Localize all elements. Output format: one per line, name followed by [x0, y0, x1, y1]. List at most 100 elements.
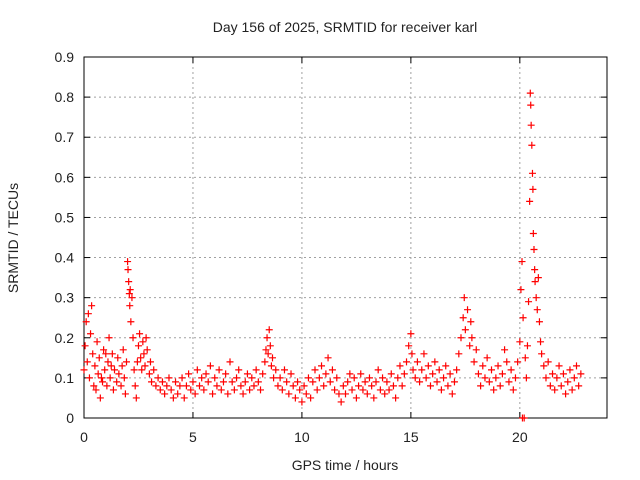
data-point — [268, 354, 276, 362]
data-point — [204, 378, 212, 386]
data-point — [437, 386, 445, 394]
data-point — [540, 362, 548, 370]
data-point — [470, 358, 478, 366]
data-point — [228, 378, 236, 386]
data-point — [494, 362, 502, 370]
data-point — [468, 334, 476, 342]
data-point — [453, 366, 461, 374]
data-point — [407, 330, 415, 338]
data-point — [568, 386, 576, 394]
data-point — [337, 398, 345, 406]
data-point — [311, 366, 319, 374]
data-point — [150, 366, 158, 374]
data-point — [459, 314, 467, 322]
data-point — [348, 386, 356, 394]
data-point — [125, 278, 133, 286]
data-point — [457, 334, 465, 342]
data-point — [526, 89, 534, 97]
data-point — [115, 370, 123, 378]
data-point — [92, 386, 100, 394]
data-point — [498, 370, 506, 378]
data-point — [298, 398, 306, 406]
data-point — [296, 386, 304, 394]
data-point — [533, 306, 541, 314]
data-point — [187, 386, 195, 394]
data-point — [105, 334, 113, 342]
data-point — [122, 358, 130, 366]
data-point — [342, 390, 349, 398]
data-point — [272, 366, 280, 374]
data-point — [213, 382, 221, 390]
data-point — [103, 382, 111, 390]
data-point — [514, 358, 522, 366]
data-point — [527, 121, 535, 129]
data-point — [291, 394, 299, 402]
data-point — [531, 278, 539, 286]
data-point — [127, 318, 135, 326]
data-point — [93, 338, 101, 346]
data-point — [278, 386, 286, 394]
data-point — [472, 346, 480, 354]
data-point — [252, 366, 260, 374]
data-point — [520, 414, 528, 422]
data-point — [230, 386, 238, 394]
x-tick-label: 0 — [80, 429, 88, 445]
data-point — [496, 382, 504, 390]
data-point — [274, 382, 282, 390]
data-point — [339, 382, 347, 390]
data-point — [215, 366, 223, 374]
data-point — [264, 350, 272, 358]
data-point — [577, 370, 585, 378]
data-point — [461, 326, 469, 334]
data-point — [107, 362, 115, 370]
data-point — [267, 362, 275, 370]
data-point — [88, 302, 96, 310]
data-point — [376, 386, 384, 394]
data-point — [261, 358, 269, 366]
data-point — [237, 382, 245, 390]
data-point — [97, 374, 105, 382]
data-point — [138, 366, 146, 374]
y-tick-label: 0.1 — [55, 370, 75, 386]
data-point — [82, 318, 90, 326]
data-point — [448, 390, 456, 398]
data-point — [526, 197, 534, 205]
data-point — [195, 382, 203, 390]
data-point — [118, 362, 126, 370]
data-point — [109, 386, 117, 394]
data-point — [350, 374, 358, 382]
data-point — [481, 374, 489, 382]
data-point — [488, 366, 496, 374]
data-point — [479, 362, 487, 370]
data-point — [544, 358, 552, 366]
data-point — [426, 382, 434, 390]
data-point — [111, 366, 119, 374]
data-point — [152, 382, 160, 390]
data-point — [387, 370, 395, 378]
data-point — [383, 378, 391, 386]
data-point — [335, 390, 343, 398]
data-point — [248, 374, 256, 382]
data-point — [557, 382, 565, 390]
data-point — [307, 394, 315, 402]
data-point — [142, 334, 150, 342]
data-point — [226, 358, 234, 366]
data-point — [418, 366, 426, 374]
data-point — [102, 350, 110, 358]
data-point — [389, 382, 397, 390]
data-point — [263, 334, 271, 342]
x-tick-label: 10 — [294, 429, 310, 445]
data-point — [413, 358, 421, 366]
data-point — [509, 386, 517, 394]
data-point — [444, 382, 452, 390]
data-point — [530, 246, 538, 254]
chart-title: Day 156 of 2025, SRMTID for receiver kar… — [213, 19, 478, 35]
data-point — [333, 374, 341, 382]
data-point — [352, 394, 360, 402]
data-point — [233, 374, 241, 382]
data-point — [124, 258, 132, 266]
data-point — [265, 326, 273, 334]
data-point — [326, 378, 334, 386]
data-point — [320, 382, 328, 390]
data-point — [257, 386, 265, 394]
